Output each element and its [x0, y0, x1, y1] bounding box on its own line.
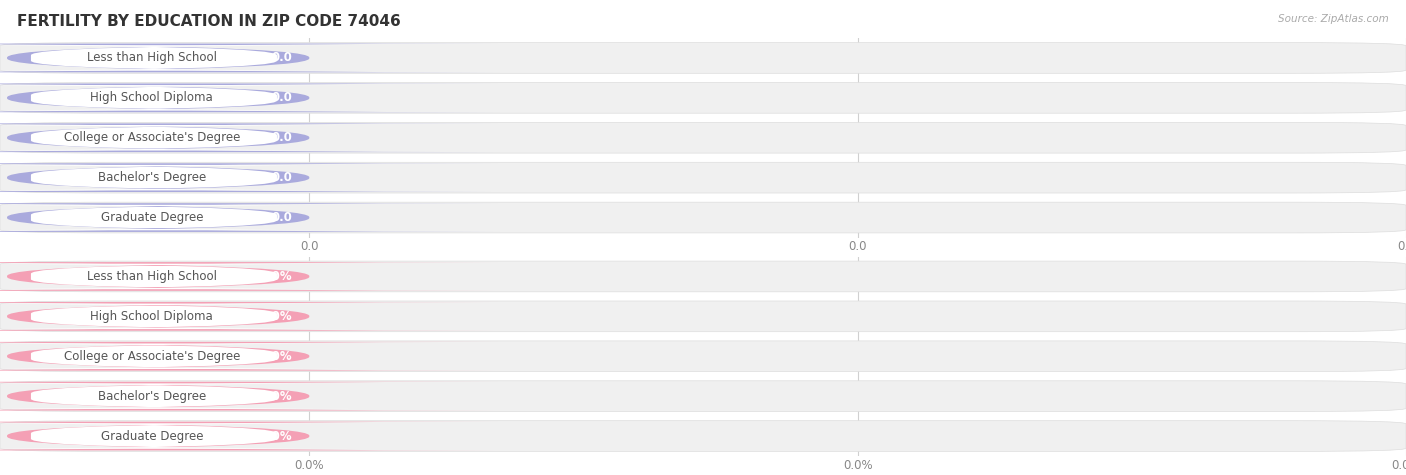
- Text: 0.0%: 0.0%: [260, 390, 292, 403]
- FancyBboxPatch shape: [0, 341, 1406, 371]
- Text: 0.0%: 0.0%: [260, 310, 292, 323]
- Text: Less than High School: Less than High School: [87, 270, 217, 283]
- Text: 0.0: 0.0: [271, 211, 292, 224]
- FancyBboxPatch shape: [0, 383, 382, 409]
- FancyBboxPatch shape: [0, 342, 499, 370]
- FancyBboxPatch shape: [0, 202, 1406, 233]
- FancyBboxPatch shape: [0, 304, 382, 329]
- Text: 0.0: 0.0: [271, 91, 292, 104]
- FancyBboxPatch shape: [0, 162, 1406, 193]
- FancyBboxPatch shape: [0, 85, 382, 111]
- Text: College or Associate's Degree: College or Associate's Degree: [63, 350, 240, 363]
- Text: High School Diploma: High School Diploma: [90, 310, 214, 323]
- FancyBboxPatch shape: [0, 43, 1406, 73]
- Text: Graduate Degree: Graduate Degree: [101, 211, 202, 224]
- FancyBboxPatch shape: [0, 421, 1406, 451]
- FancyBboxPatch shape: [0, 343, 382, 369]
- Text: Bachelor's Degree: Bachelor's Degree: [98, 390, 205, 403]
- FancyBboxPatch shape: [0, 165, 382, 190]
- FancyBboxPatch shape: [0, 163, 499, 192]
- FancyBboxPatch shape: [0, 205, 382, 230]
- Text: Bachelor's Degree: Bachelor's Degree: [98, 171, 205, 184]
- Text: Graduate Degree: Graduate Degree: [101, 429, 202, 443]
- FancyBboxPatch shape: [0, 84, 499, 112]
- Text: 0.0%: 0.0%: [260, 429, 292, 443]
- Text: 0.0: 0.0: [271, 171, 292, 184]
- Text: High School Diploma: High School Diploma: [90, 91, 214, 104]
- FancyBboxPatch shape: [0, 123, 1406, 153]
- Text: FERTILITY BY EDUCATION IN ZIP CODE 74046: FERTILITY BY EDUCATION IN ZIP CODE 74046: [17, 14, 401, 29]
- Text: Source: ZipAtlas.com: Source: ZipAtlas.com: [1278, 14, 1389, 24]
- Text: Less than High School: Less than High School: [87, 51, 217, 65]
- FancyBboxPatch shape: [0, 261, 1406, 292]
- Text: 0.0: 0.0: [271, 51, 292, 65]
- FancyBboxPatch shape: [0, 423, 382, 449]
- FancyBboxPatch shape: [0, 203, 499, 232]
- FancyBboxPatch shape: [0, 45, 382, 71]
- FancyBboxPatch shape: [0, 125, 382, 151]
- FancyBboxPatch shape: [0, 382, 499, 410]
- FancyBboxPatch shape: [0, 44, 499, 72]
- Text: College or Associate's Degree: College or Associate's Degree: [63, 131, 240, 144]
- FancyBboxPatch shape: [0, 381, 1406, 411]
- FancyBboxPatch shape: [0, 262, 499, 291]
- Text: 0.0: 0.0: [271, 131, 292, 144]
- FancyBboxPatch shape: [0, 301, 1406, 332]
- FancyBboxPatch shape: [0, 124, 499, 152]
- FancyBboxPatch shape: [0, 302, 499, 331]
- Text: 0.0%: 0.0%: [260, 350, 292, 363]
- Text: 0.0%: 0.0%: [260, 270, 292, 283]
- FancyBboxPatch shape: [0, 264, 382, 289]
- FancyBboxPatch shape: [0, 83, 1406, 113]
- FancyBboxPatch shape: [0, 422, 499, 450]
